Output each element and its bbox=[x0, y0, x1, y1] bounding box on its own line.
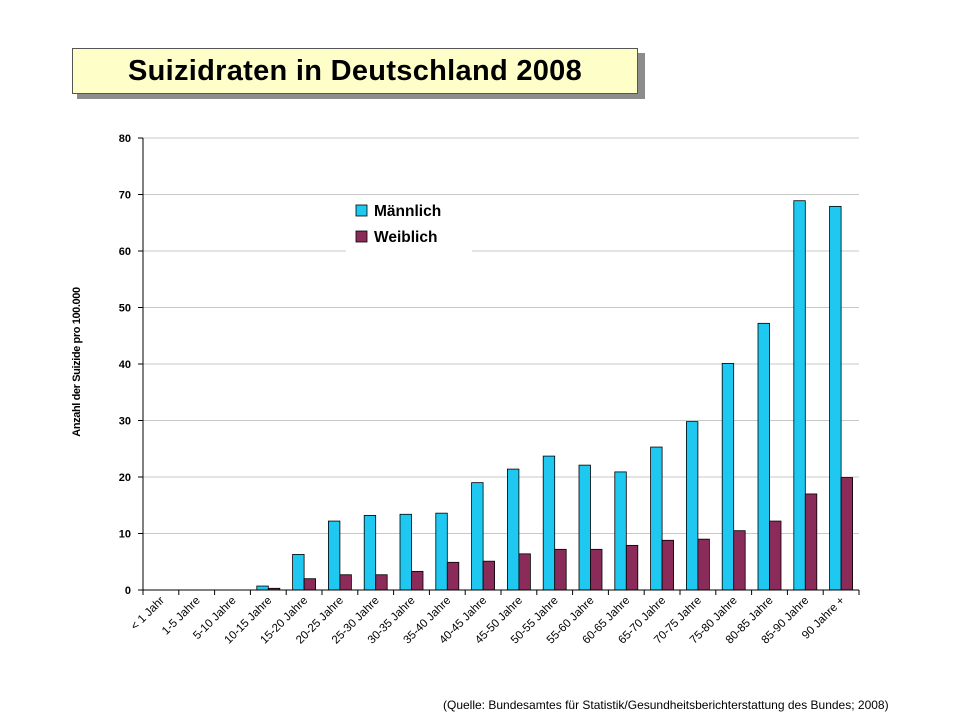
bar-weiblich bbox=[625, 544, 639, 591]
bar-weiblich bbox=[697, 538, 710, 591]
legend-swatch-weiblich bbox=[355, 230, 368, 243]
y-tick-label: 20 bbox=[119, 472, 131, 484]
bar-maennlich bbox=[399, 513, 412, 591]
bar-weiblich bbox=[375, 574, 388, 591]
bar-maennlich bbox=[542, 455, 556, 591]
y-tick-label: 0 bbox=[125, 585, 131, 597]
y-tick-label: 10 bbox=[119, 529, 131, 541]
bar-weiblich bbox=[303, 578, 317, 591]
bar-maennlich bbox=[721, 363, 735, 591]
bar-maennlich bbox=[471, 482, 484, 591]
bar-maennlich bbox=[829, 205, 842, 591]
y-tick-label: 80 bbox=[119, 133, 131, 145]
bar-maennlich bbox=[506, 468, 520, 591]
legend-label-weiblich: Weiblich bbox=[374, 229, 437, 246]
bar-maennlich bbox=[793, 200, 806, 591]
bar-weiblich bbox=[482, 560, 496, 591]
y-tick-label: 60 bbox=[119, 246, 131, 258]
legend-swatch-maennlich bbox=[355, 204, 368, 217]
y-tick-label: 50 bbox=[119, 303, 131, 315]
bar-weiblich bbox=[518, 553, 531, 591]
bar-maennlich bbox=[757, 322, 770, 591]
bar-maennlich bbox=[256, 585, 269, 591]
bar-maennlich bbox=[292, 554, 305, 591]
bar-maennlich bbox=[363, 515, 377, 591]
bar-weiblich bbox=[590, 548, 603, 591]
bar-weiblich bbox=[769, 520, 782, 591]
bar-maennlich bbox=[686, 421, 699, 591]
bar-maennlich bbox=[435, 512, 448, 591]
bar-weiblich bbox=[733, 530, 746, 591]
bar-weiblich bbox=[804, 493, 818, 591]
bar-weiblich bbox=[840, 477, 853, 591]
bar-weiblich bbox=[339, 574, 352, 591]
legend-label-maennlich: Männlich bbox=[374, 203, 441, 220]
bar-weiblich bbox=[554, 548, 567, 591]
y-tick-label: 30 bbox=[119, 416, 131, 428]
bar-maennlich bbox=[650, 446, 663, 591]
bar-weiblich bbox=[446, 561, 460, 591]
y-tick-label: 70 bbox=[119, 190, 131, 202]
bar-weiblich bbox=[411, 570, 424, 591]
y-tick-label: 40 bbox=[119, 359, 131, 371]
bar-weiblich bbox=[661, 539, 674, 591]
bar-maennlich bbox=[614, 471, 627, 591]
bar-maennlich bbox=[327, 520, 341, 591]
bar-maennlich bbox=[578, 464, 591, 591]
source-note: (Quelle: Bundesamtes für Statistik/Gesun… bbox=[443, 698, 889, 712]
chart-title: Suizidraten in Deutschland 2008 bbox=[127, 54, 583, 87]
chart-title-box: Suizidraten in Deutschland 2008 bbox=[72, 48, 638, 94]
